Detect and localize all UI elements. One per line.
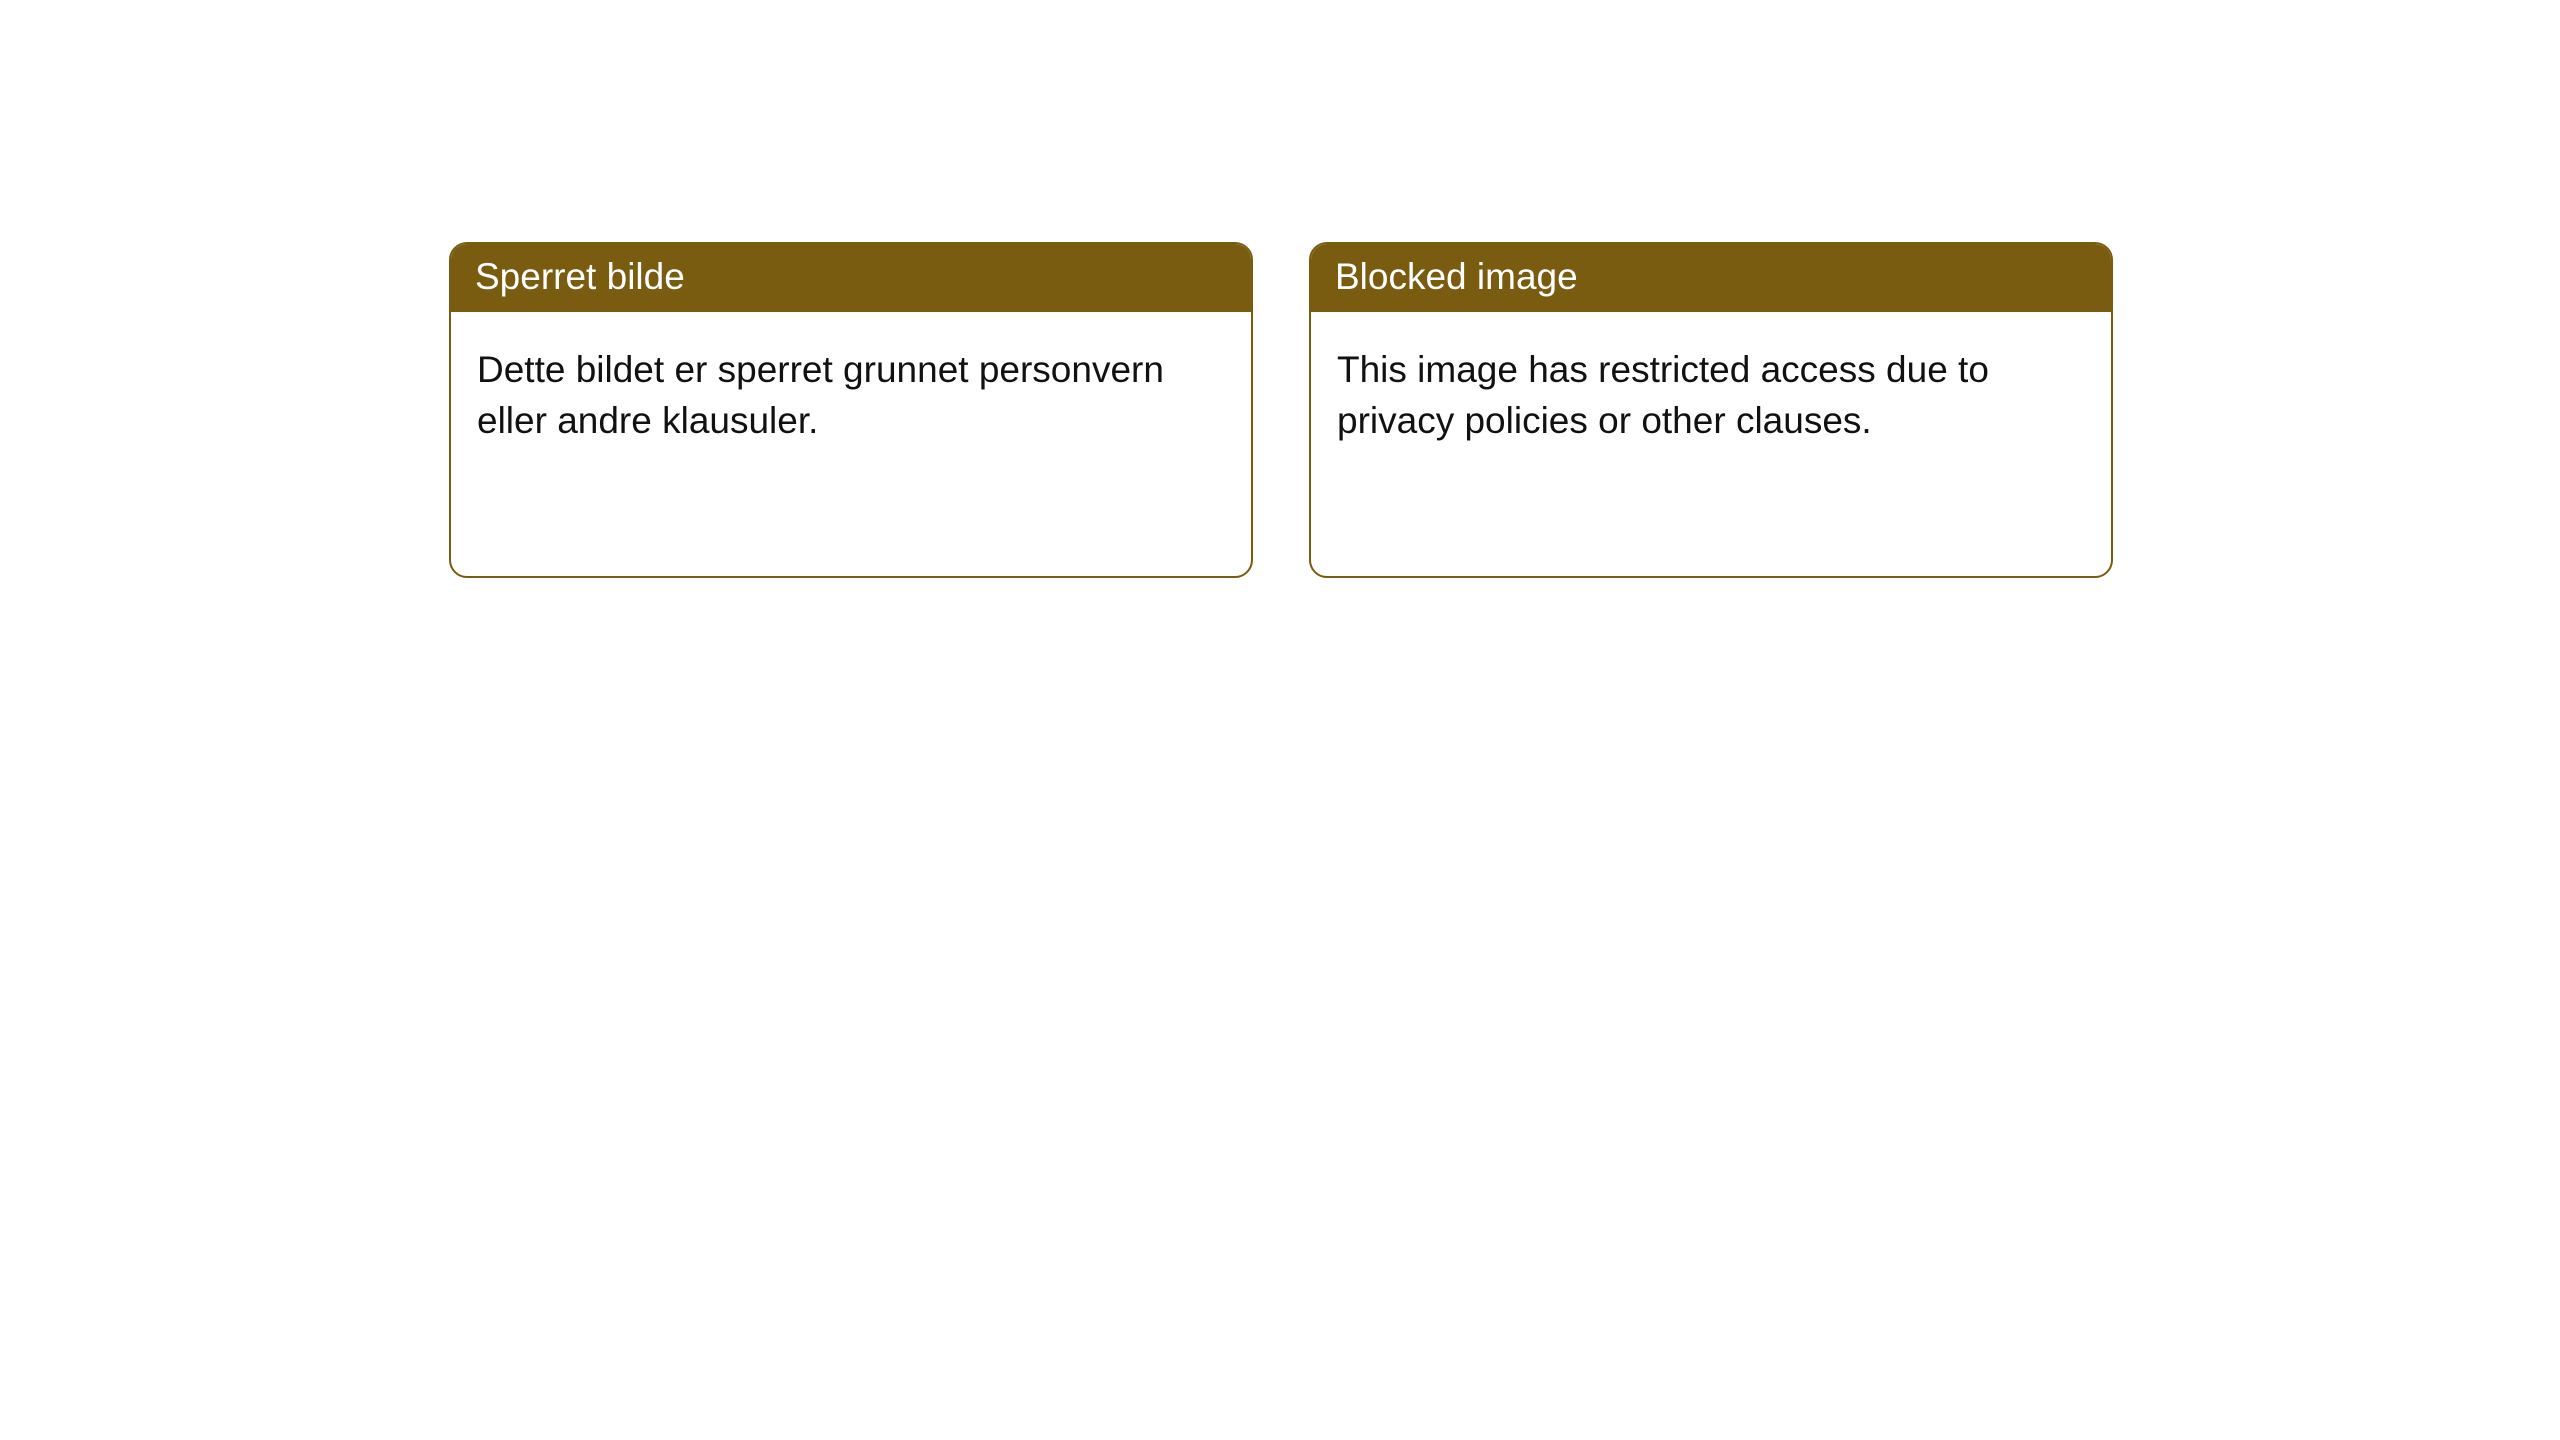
blocked-image-card-en: Blocked image This image has restricted …: [1309, 242, 2113, 578]
notice-card-row: Sperret bilde Dette bildet er sperret gr…: [0, 0, 2560, 578]
card-body-text: Dette bildet er sperret grunnet personve…: [451, 312, 1251, 478]
card-title: Blocked image: [1311, 244, 2111, 312]
blocked-image-card-no: Sperret bilde Dette bildet er sperret gr…: [449, 242, 1253, 578]
card-title: Sperret bilde: [451, 244, 1251, 312]
card-body-text: This image has restricted access due to …: [1311, 312, 2111, 478]
